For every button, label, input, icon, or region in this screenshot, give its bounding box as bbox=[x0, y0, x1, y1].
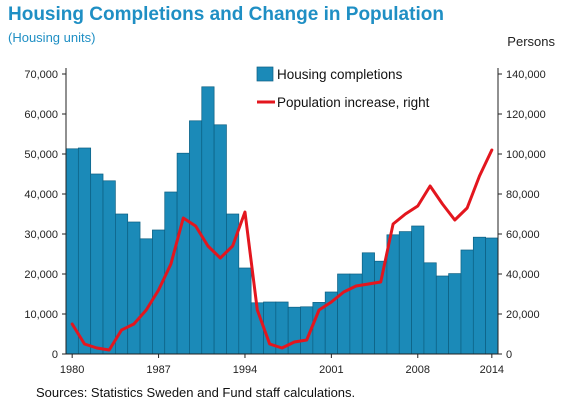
left-tick-label: 20,000 bbox=[24, 269, 58, 281]
bar-1990 bbox=[189, 120, 203, 355]
legend-label-bars: Housing completions bbox=[277, 67, 403, 82]
x-tick-label: 2008 bbox=[406, 364, 430, 376]
x-tick-label: 1994 bbox=[233, 364, 257, 376]
left-tick-label: 40,000 bbox=[24, 189, 58, 201]
right-tick-label: 0 bbox=[506, 349, 512, 361]
legend-label-line: Population increase, right bbox=[277, 95, 430, 110]
right-tick-label: 100,000 bbox=[506, 149, 546, 161]
population-line bbox=[70, 148, 494, 352]
right-tick-label: 40,000 bbox=[506, 269, 540, 281]
bar-2002 bbox=[337, 273, 351, 355]
bar-2011 bbox=[448, 273, 462, 355]
legend-swatch-bars bbox=[256, 66, 274, 82]
bar-1992 bbox=[213, 124, 227, 355]
left-tick-label: 70,000 bbox=[24, 69, 58, 81]
legend: Housing completions Population increase, … bbox=[256, 66, 430, 110]
x-tick-label: 2014 bbox=[480, 364, 504, 376]
right-axis-unit: Persons bbox=[507, 34, 555, 49]
left-tick-label: 50,000 bbox=[24, 149, 58, 161]
bar-2004 bbox=[361, 252, 375, 355]
bar-1981 bbox=[77, 147, 92, 355]
bar-1989 bbox=[176, 152, 190, 355]
bar-2009 bbox=[423, 262, 437, 355]
bar-2012 bbox=[460, 249, 474, 355]
right-tick-label: 60,000 bbox=[506, 229, 540, 241]
bar-1984 bbox=[115, 213, 129, 355]
bar-1983 bbox=[102, 180, 116, 355]
left-tick-label: 10,000 bbox=[24, 309, 58, 321]
right-tick-label: 80,000 bbox=[506, 189, 540, 201]
left-tick-label: 30,000 bbox=[24, 229, 58, 241]
bar-2010 bbox=[435, 275, 449, 355]
left-tick-label: 0 bbox=[52, 349, 58, 361]
bar-1991 bbox=[201, 86, 215, 355]
right-tick-label: 140,000 bbox=[506, 69, 546, 81]
bars-group bbox=[65, 86, 499, 355]
x-tick-label: 2001 bbox=[319, 364, 343, 376]
bar-2007 bbox=[398, 231, 412, 355]
bar-2006 bbox=[386, 234, 400, 355]
right-tick-label: 120,000 bbox=[506, 109, 546, 121]
bar-2008 bbox=[411, 225, 425, 355]
bar-1994 bbox=[238, 267, 252, 355]
bar-1998 bbox=[287, 306, 301, 355]
ticks-group: 0 10,000 20,000 30,000 40,000 50,000 60,000 70,… bbox=[24, 69, 545, 376]
axes-group bbox=[65, 68, 499, 355]
line-group bbox=[70, 148, 494, 352]
chart-subtitle: (Housing units) bbox=[8, 30, 96, 45]
x-tick-label: 1980 bbox=[60, 364, 84, 376]
source-note: Sources: Statistics Sweden and Fund staf… bbox=[36, 385, 356, 400]
bar-1986 bbox=[139, 238, 153, 355]
right-tick-label: 20,000 bbox=[506, 309, 540, 321]
left-tick-label: 60,000 bbox=[24, 109, 58, 121]
bar-2013 bbox=[472, 236, 486, 355]
bar-2014 bbox=[485, 237, 499, 355]
chart-title: Housing Completions and Change in Popula… bbox=[8, 4, 444, 25]
bar-1985 bbox=[127, 221, 141, 355]
bar-1982 bbox=[90, 173, 104, 355]
x-tick-label: 1987 bbox=[146, 364, 170, 376]
